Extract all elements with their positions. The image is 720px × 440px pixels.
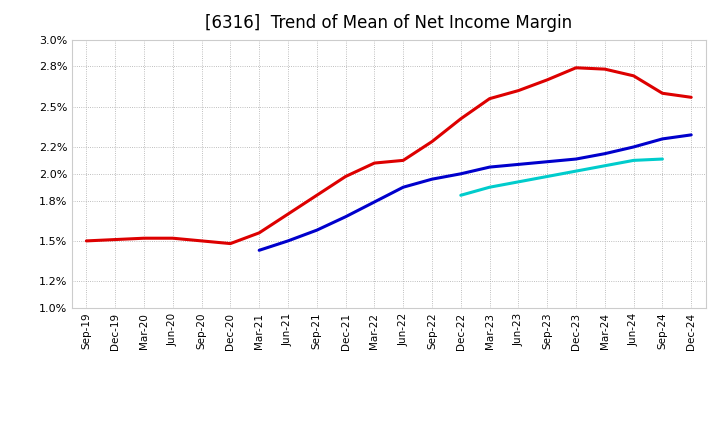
Title: [6316]  Trend of Mean of Net Income Margin: [6316] Trend of Mean of Net Income Margi… [205,15,572,33]
